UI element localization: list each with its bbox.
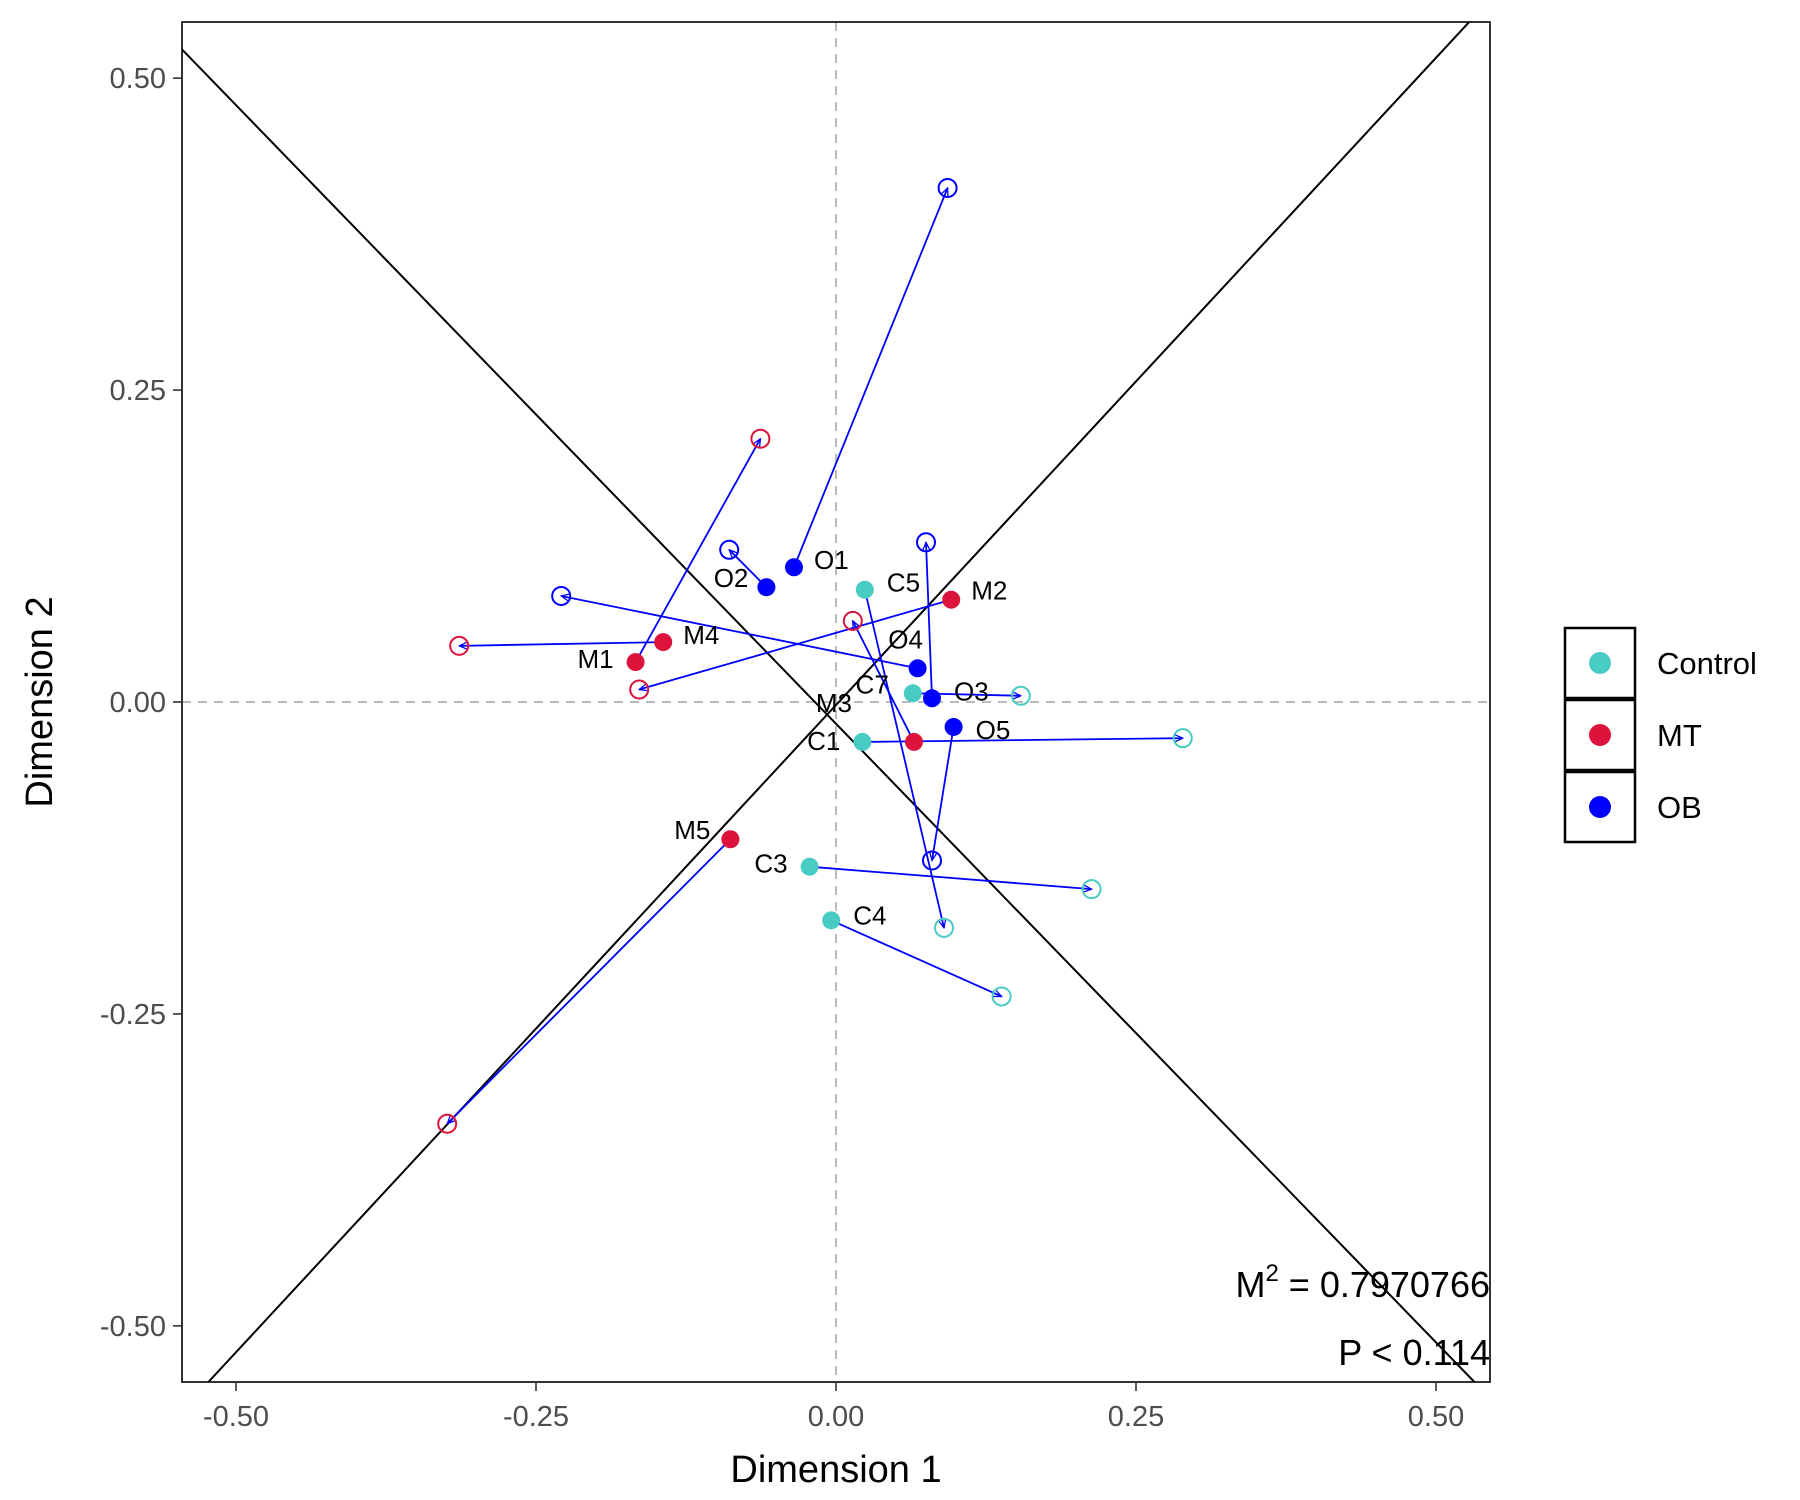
point-label-O2: O2 xyxy=(714,563,749,593)
point-label-C3: C3 xyxy=(754,849,787,879)
point-M1 xyxy=(626,653,645,672)
residual-arrow-C3 xyxy=(809,865,1092,889)
point-C5 xyxy=(855,580,874,599)
target-point-M2 xyxy=(629,679,650,700)
legend-swatch-mt xyxy=(1589,724,1611,746)
point-label-O4: O4 xyxy=(888,624,923,654)
target-point-C5 xyxy=(934,917,954,938)
target-point-C4 xyxy=(991,986,1012,1007)
residual-arrow-C5 xyxy=(863,589,944,928)
x-axis-title: Dimension 1 xyxy=(730,1449,941,1491)
point-C1 xyxy=(853,732,872,751)
m2-superscript: 2 xyxy=(1265,1260,1278,1287)
y-axis: -0.50 -0.25 0.00 0.25 0.50 xyxy=(100,63,182,1343)
target-point-O3 xyxy=(916,532,936,553)
target-point-C7 xyxy=(1010,685,1031,706)
point-M2 xyxy=(942,590,961,609)
point-O2 xyxy=(757,578,776,597)
residual-arrow-M4 xyxy=(459,641,664,646)
residual-arrow-O4 xyxy=(561,596,918,670)
m2-value: = 0.7970766 xyxy=(1279,1264,1490,1305)
m2-annotation: M2 = 0.7970766 xyxy=(1235,1260,1490,1305)
target-point-O2 xyxy=(719,539,740,560)
legend-swatch-control xyxy=(1589,652,1611,674)
x-tick-label: 0.50 xyxy=(1408,1401,1464,1433)
point-label-C4: C4 xyxy=(853,900,886,930)
point-C7 xyxy=(903,684,922,703)
x-tick-label: -0.50 xyxy=(203,1401,269,1433)
residual-arrow-O5 xyxy=(932,726,955,861)
residual-arrow-M5 xyxy=(447,838,732,1123)
y-tick-label: -0.25 xyxy=(100,999,166,1031)
point-label-C5: C5 xyxy=(887,568,920,598)
target-point-M4 xyxy=(449,635,470,656)
point-label-M4: M4 xyxy=(683,620,719,650)
y-axis-title: Dimension 2 xyxy=(19,596,61,807)
reference-lines xyxy=(182,22,1490,1382)
target-point-C1 xyxy=(1172,728,1193,749)
target-point-C3 xyxy=(1081,879,1102,900)
target-point-O5 xyxy=(922,850,942,871)
point-O3 xyxy=(923,689,941,708)
x-tick-label: 0.00 xyxy=(808,1401,864,1433)
residual-arrow-M3 xyxy=(851,621,915,743)
rotation-axis-2 xyxy=(207,22,1471,1382)
residual-arrow-M1 xyxy=(634,439,762,663)
target-points xyxy=(437,177,1193,1134)
x-tick-label: 0.25 xyxy=(1108,1401,1164,1433)
point-M3 xyxy=(905,732,923,751)
legend: Control MT OB xyxy=(1563,626,1757,844)
legend-label: Control xyxy=(1657,646,1757,681)
svg-text:M2 = 0.7970766: M2 = 0.7970766 xyxy=(1235,1260,1490,1305)
residual-arrow-O3 xyxy=(926,542,933,699)
point-label-C7: C7 xyxy=(856,669,889,699)
legend-label: MT xyxy=(1657,718,1702,753)
source-points xyxy=(626,558,963,930)
point-label-O3: O3 xyxy=(954,676,989,706)
rotation-axes xyxy=(182,22,1476,1382)
target-point-M1 xyxy=(750,428,771,449)
y-tick-label: 0.00 xyxy=(110,687,166,719)
legend-label: OB xyxy=(1657,790,1702,825)
point-labels: C1 C3 C4 C5 C7 M1 M2 M3 M4 M5 O1 O2 O3 O4 O5 xyxy=(577,545,1010,930)
y-tick-label: 0.25 xyxy=(110,375,166,407)
point-O1 xyxy=(785,558,803,577)
point-label-O1: O1 xyxy=(814,545,849,575)
legend-swatch-ob xyxy=(1589,796,1611,818)
rotation-axis-1 xyxy=(182,48,1476,1382)
target-point-M3 xyxy=(842,610,863,631)
point-C3 xyxy=(800,857,819,876)
point-O4 xyxy=(908,659,927,678)
p-value-annotation: P < 0.114 xyxy=(1338,1332,1490,1373)
residual-arrow-O1 xyxy=(793,188,948,568)
point-label-O5: O5 xyxy=(976,715,1011,745)
y-tick-label: -0.50 xyxy=(100,1311,166,1343)
point-label-M5: M5 xyxy=(674,815,710,845)
point-label-M3: M3 xyxy=(816,688,852,718)
m2-symbol: M xyxy=(1235,1264,1265,1305)
point-label-M1: M1 xyxy=(577,644,613,674)
residual-arrow-C4 xyxy=(830,919,1001,998)
point-label-C1: C1 xyxy=(807,726,840,756)
target-point-M5 xyxy=(437,1113,458,1134)
target-point-O4 xyxy=(551,585,572,606)
point-M4 xyxy=(654,633,673,652)
point-M5 xyxy=(721,830,740,849)
x-axis: -0.50 -0.25 0.00 0.25 0.50 xyxy=(203,1382,1464,1433)
target-point-O1 xyxy=(937,177,958,198)
point-C4 xyxy=(822,911,841,930)
residual-arrow-M2 xyxy=(639,598,952,690)
point-O5 xyxy=(944,717,963,736)
point-label-M2: M2 xyxy=(971,576,1007,606)
y-tick-label: 0.50 xyxy=(110,63,166,95)
legend-key-box xyxy=(1563,698,1637,772)
x-tick-label: -0.25 xyxy=(503,1401,569,1433)
